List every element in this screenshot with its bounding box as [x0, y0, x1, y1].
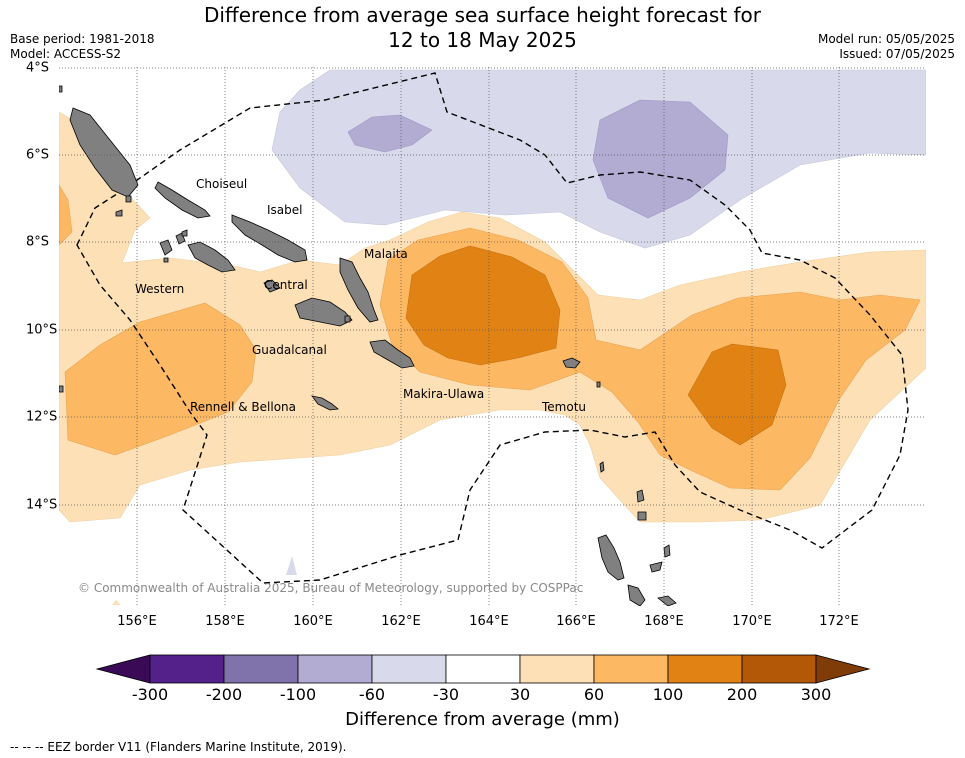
lat-label-6s: 6°S [26, 147, 50, 163]
island-small-7 [59, 85, 63, 93]
colorbar-segment [519, 654, 595, 684]
region-label-makira-ulawa: Makira-Ulawa [403, 387, 485, 401]
island-vella-lavella [159, 239, 173, 256]
island-nggela [263, 279, 281, 293]
anomaly-neg-60-a [347, 114, 433, 153]
colorbar-segment [445, 654, 521, 684]
islands [59, 85, 677, 606]
anomaly-pos-100-a [405, 245, 561, 366]
island-choiseul [154, 181, 211, 219]
island-small-4 [115, 209, 123, 217]
map-title: Difference from average sea surface heig… [0, 3, 965, 53]
island-malaita [339, 257, 379, 323]
eez-border [76, 72, 909, 584]
island-torres [637, 511, 647, 521]
region-label-central: Central [264, 278, 308, 292]
lon-label-168e: 168°E [644, 614, 684, 629]
island-small-10 [344, 315, 351, 323]
lat-label-12s: 12°S [26, 409, 58, 425]
lon-label-170e: 170°E [732, 614, 772, 629]
lon-label-172e: 172°E [819, 614, 859, 629]
colorbar-segment [223, 654, 299, 684]
island-small-8 [181, 229, 188, 237]
island-small-1 [599, 461, 605, 473]
island-vanuatu-ambae [663, 544, 671, 558]
colorbar-segment [371, 654, 447, 684]
island-guadalcanal [294, 297, 353, 327]
colorbar-tick: 30 [509, 685, 531, 704]
island-small-2 [657, 595, 677, 606]
region-label-temotu: Temotu [542, 400, 587, 414]
model-run: Model run: 05/05/2025 [817, 32, 955, 46]
gridlines [59, 67, 926, 606]
region-label-guadalcanal: Guadalcanal [252, 343, 327, 357]
colorbar-tick: 100 [652, 685, 684, 704]
model-name: Model: ACCESS-S2 [10, 47, 122, 61]
lat-label-4s: 4°S [26, 60, 50, 76]
eez-legend-note: -- -- -- EEZ border V11 (Flanders Marine… [10, 740, 347, 754]
colorbar-segment [593, 654, 669, 684]
colorbar-tick: -200 [205, 685, 243, 704]
map-area [59, 67, 926, 606]
island-small-9 [163, 257, 169, 263]
issued-date: Issued: 07/05/2025 [839, 47, 955, 61]
anomaly-pos-60-left-edge [59, 184, 73, 246]
title-line-2: 12 to 18 May 2025 [388, 28, 577, 52]
anomaly-neg-30-small [286, 556, 297, 575]
anomaly-pos-100-b [687, 343, 787, 446]
colorbar-tick: -300 [131, 685, 169, 704]
region-label-malaita: Malaita [364, 247, 408, 261]
island-vanuatu-espiritu [597, 534, 625, 581]
colorbar-segment [297, 654, 373, 684]
lat-label-8s: 8°S [26, 234, 50, 250]
island-makira [369, 339, 415, 369]
lon-label-164e: 164°E [469, 614, 509, 629]
lon-label-156e: 156°E [117, 614, 157, 629]
anomaly-neg-60-b [592, 99, 729, 219]
anomaly-pos-30-small [112, 600, 121, 605]
island-vanuatu-malekula [627, 584, 646, 606]
colorbar-segment [149, 654, 225, 684]
island-banks [636, 489, 645, 503]
colorbar-tick: -100 [279, 685, 317, 704]
region-label-choiseul: Choiseul [196, 177, 248, 191]
lat-label-10s: 10°S [26, 322, 58, 338]
island-isabel [231, 214, 308, 263]
lon-label-162e: 162°E [381, 614, 421, 629]
meta-left: Base period: 1981-2018 Model: ACCESS-S2 [10, 32, 155, 62]
lon-label-166e: 166°E [556, 614, 596, 629]
island-small-3 [596, 381, 601, 388]
region-label-western: Western [135, 282, 185, 296]
island-small-5 [125, 195, 132, 203]
lat-label-14s: 14°S [26, 497, 58, 513]
lon-label-158e: 158°E [205, 614, 245, 629]
colorbar-tick: -30 [432, 685, 460, 704]
base-period: Base period: 1981-2018 [10, 32, 155, 46]
colorbar-tick: 60 [583, 685, 605, 704]
colorbar-segment [667, 654, 743, 684]
meta-right: Model run: 05/05/2025 Issued: 07/05/2025 [818, 32, 955, 62]
island-new-georgia [187, 241, 236, 273]
colorbar-label: Difference from average (mm) [345, 709, 620, 730]
colorbar-tick: 300 [800, 685, 832, 704]
colorbar-segment [741, 654, 817, 684]
colorbar [95, 654, 871, 684]
island-temotu-ndeni [562, 357, 581, 369]
colorbar-tick: -60 [358, 685, 386, 704]
colorbar-extend-high [815, 654, 871, 684]
island-rennell [311, 395, 339, 411]
island-vanuatu-maewo [649, 561, 663, 573]
title-line-1: Difference from average sea surface heig… [203, 3, 762, 27]
copyright-notice: © Commonwealth of Australia 2025, Bureau… [78, 581, 584, 595]
lon-label-160e: 160°E [293, 614, 333, 629]
region-label-isabel: Isabel [267, 203, 303, 217]
colorbar-extend-low [95, 654, 151, 684]
island-small-6 [59, 385, 64, 393]
colorbar-tick: 200 [726, 685, 758, 704]
region-label-rennell-bellona: Rennell & Bellona [190, 400, 297, 414]
